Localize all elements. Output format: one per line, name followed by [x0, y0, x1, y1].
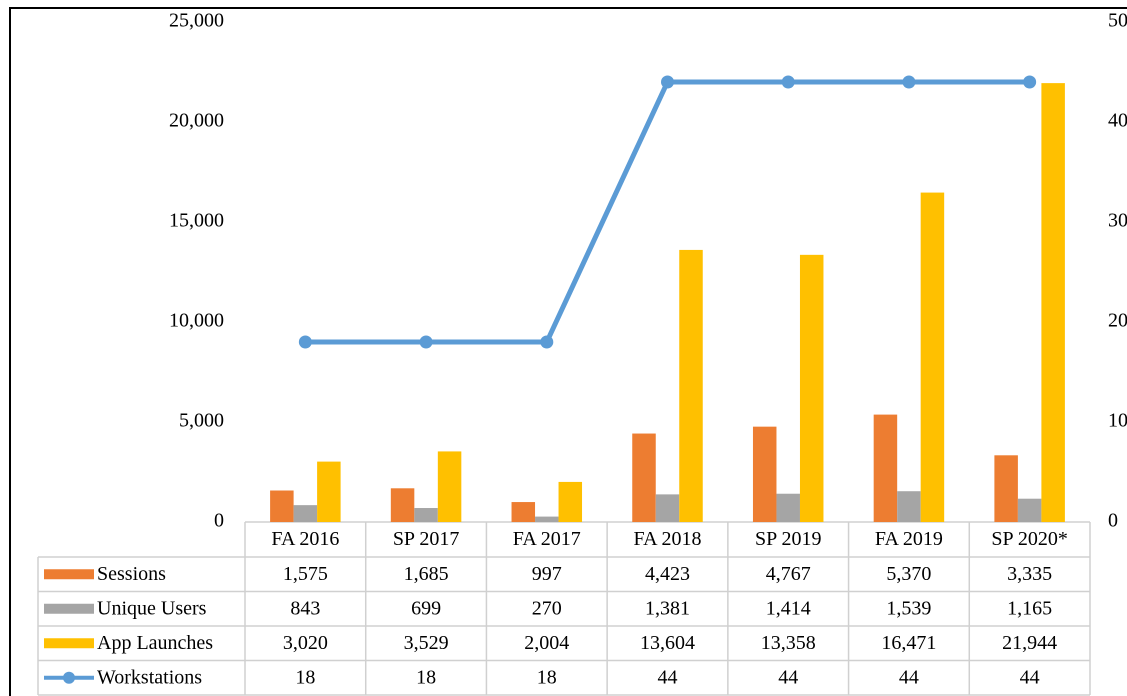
table-cell: 18: [295, 666, 315, 688]
bar: [776, 493, 800, 522]
legend-swatch: [44, 603, 94, 614]
table-cell: 997: [532, 563, 562, 585]
table-cell: 44: [1020, 666, 1040, 688]
table-cell: 13,358: [761, 632, 816, 654]
table-cell: 18: [537, 666, 557, 688]
bar: [535, 516, 559, 522]
y2-tick-label: 0: [1108, 510, 1118, 532]
legend-swatch: [44, 638, 94, 649]
line-point: [661, 75, 674, 89]
line-point: [419, 335, 433, 349]
table-cell: 13,604: [640, 632, 695, 654]
bar: [920, 192, 945, 522]
x-tick-label: FA 2017: [513, 528, 581, 550]
line-point: [540, 335, 554, 349]
table-cell: 18: [416, 666, 436, 688]
table-cell: 44: [899, 666, 919, 688]
legend-label: Workstations: [97, 666, 202, 688]
line-point: [298, 335, 312, 349]
bar: [994, 455, 1018, 522]
line-point: [781, 75, 795, 89]
bar: [414, 508, 438, 522]
y2-tick-label: 50: [1108, 10, 1127, 32]
line-point: [1023, 75, 1037, 89]
bar: [511, 502, 536, 522]
y2-tick-label: 10: [1108, 410, 1127, 432]
x-tick-label: SP 2017: [393, 528, 460, 550]
bar: [293, 505, 318, 522]
x-tick-label: SP 2019: [755, 528, 822, 550]
bar: [679, 249, 703, 523]
frame: [9, 7, 1127, 696]
x-tick-label: SP 2020*: [991, 528, 1068, 550]
table-cell: 1,414: [766, 597, 811, 619]
table-cell: 699: [411, 597, 441, 619]
y-tick-label: 25,000: [169, 10, 224, 32]
y2-tick-label: 20: [1108, 310, 1127, 332]
table-cell: 3,335: [1007, 563, 1052, 585]
bar: [390, 488, 415, 522]
table-cell: 1,381: [645, 597, 690, 619]
y-tick-label: 0: [214, 510, 224, 532]
x-tick-label: FA 2019: [875, 528, 943, 550]
bar: [799, 254, 824, 522]
bar: [897, 491, 921, 522]
legend-label: Unique Users: [97, 597, 207, 619]
bar: [270, 490, 294, 522]
y-tick-label: 10,000: [169, 310, 224, 332]
table-cell: 3,529: [404, 632, 449, 654]
line-point: [902, 75, 916, 89]
y-tick-label: 5,000: [179, 410, 224, 432]
bar: [437, 451, 462, 522]
bar: [558, 481, 583, 522]
bar: [317, 461, 341, 522]
bar: [1041, 83, 1065, 523]
y2-tick-label: 30: [1108, 210, 1127, 232]
legend-label: App Launches: [97, 632, 213, 654]
table-cell: 270: [532, 597, 562, 619]
bar: [655, 494, 680, 522]
table-cell: 2,004: [524, 632, 569, 654]
y2-tick-label: 40: [1108, 110, 1127, 132]
y-tick-label: 15,000: [169, 210, 224, 232]
table-cell: 44: [778, 666, 798, 688]
x-tick-label: FA 2018: [634, 528, 702, 550]
legend-swatch: [44, 569, 94, 580]
legend-swatch: [63, 671, 75, 684]
table-cell: 44: [658, 666, 678, 688]
table-cell: 1,165: [1007, 597, 1052, 619]
table-cell: 1,575: [283, 563, 328, 585]
bar: [752, 426, 777, 522]
table-cell: 843: [290, 597, 320, 619]
table-cell: 3,020: [283, 632, 328, 654]
table-cell: 16,471: [881, 632, 936, 654]
table-cell: 4,423: [645, 563, 690, 585]
table-cell: 1,539: [886, 597, 931, 619]
table-cell: 5,370: [886, 563, 931, 585]
table-cell: 21,944: [1002, 632, 1057, 654]
y-tick-label: 20,000: [169, 110, 224, 132]
bar: [873, 414, 898, 522]
table-cell: 1,685: [404, 563, 449, 585]
bar: [1017, 498, 1042, 522]
bar: [632, 433, 656, 522]
x-tick-label: FA 2016: [271, 528, 339, 550]
legend-label: Sessions: [97, 563, 166, 585]
table-cell: 4,767: [766, 563, 811, 585]
